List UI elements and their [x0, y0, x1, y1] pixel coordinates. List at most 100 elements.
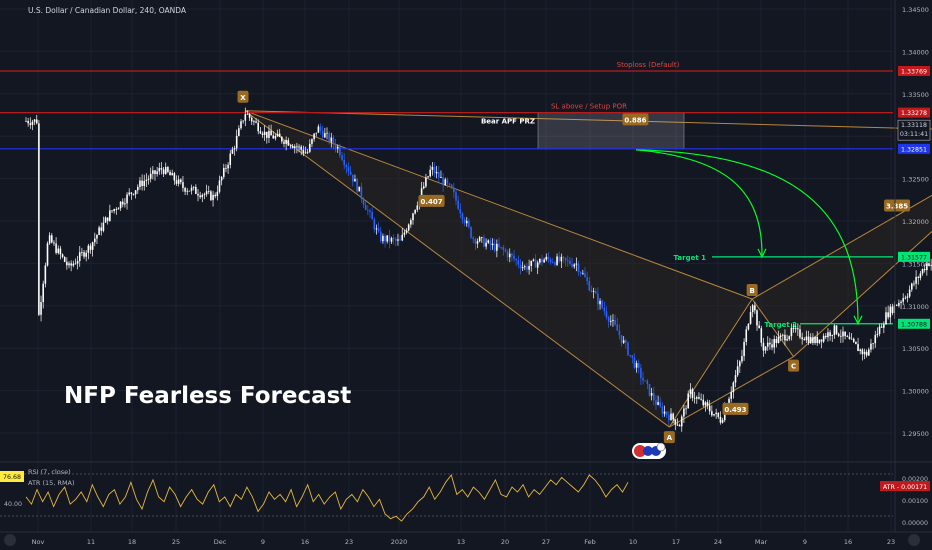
arrowhead-2 [853, 315, 863, 326]
candle-body [827, 332, 829, 338]
candle-body [134, 190, 137, 195]
candle-body [407, 224, 410, 231]
point-label-a-bg [663, 431, 675, 444]
candle-body [543, 259, 545, 263]
candle-body [773, 339, 775, 348]
candle-body [453, 188, 455, 193]
candle-body [504, 249, 507, 252]
candle-body [261, 133, 264, 135]
candle-body [807, 336, 810, 344]
candle-body [470, 226, 472, 238]
candle-body [362, 198, 365, 205]
candle-body [764, 346, 767, 351]
candle-body [371, 211, 373, 220]
candle-body [358, 186, 361, 192]
candle-body [190, 187, 193, 191]
candle-body [616, 324, 619, 331]
x-tick-label: Feb [584, 538, 596, 546]
time-axis[interactable]: Nov 11 18 25 Dec 9 16 23 2020 13 20 27 Feb 10 17 24 Mar 9… [32, 538, 895, 546]
candle-body [880, 326, 883, 328]
candle-body [788, 336, 791, 340]
candle-body [758, 325, 760, 329]
candle-body [719, 416, 722, 423]
candle-body [891, 306, 894, 314]
candle-body [833, 325, 836, 335]
candle-body [324, 133, 326, 138]
candle-body [769, 342, 771, 345]
candle-body [541, 258, 543, 263]
candle-body [511, 253, 513, 256]
candle-body [384, 235, 386, 242]
x-tick-label: Nov [32, 538, 45, 546]
watermark-title: NFP Fearless Forecast [64, 383, 351, 409]
candle-body [885, 312, 887, 325]
harmonic-pattern: Bear APF PRZ [244, 110, 932, 428]
candle-body [803, 339, 806, 341]
candle-body [500, 247, 502, 248]
prz-box [537, 112, 685, 150]
candle-body [762, 342, 765, 351]
candle-body [386, 235, 388, 242]
candle-body [790, 327, 793, 337]
candle-body [698, 397, 700, 399]
candle-body [238, 128, 240, 136]
candle-body [564, 257, 567, 261]
candle-body [775, 339, 778, 343]
candle-body [741, 356, 743, 362]
level-tag-text: 1.31577 [901, 254, 927, 261]
candle-body [298, 146, 300, 148]
x-tick-label: 13 [457, 538, 465, 546]
candle-body [900, 301, 902, 303]
candle-body [911, 283, 913, 290]
candle-body [749, 312, 752, 324]
candle-body [51, 235, 53, 243]
candle-body [560, 256, 563, 262]
candle-body [465, 220, 468, 224]
settings-badge[interactable] [4, 534, 16, 546]
candle-body [549, 259, 552, 263]
candle-body [599, 300, 601, 305]
candle-body [771, 344, 773, 348]
x-tick-label: 10 [629, 538, 637, 546]
candle-body [444, 179, 447, 186]
candle-body [782, 334, 784, 336]
candle-body [521, 267, 524, 269]
y-tick-label: 1.31000 [902, 303, 929, 311]
candle-body [317, 126, 320, 133]
candle-body [106, 217, 109, 221]
candle-body [545, 256, 548, 260]
candle-body [472, 237, 474, 240]
candle-body [46, 243, 49, 266]
candle-body [814, 337, 816, 343]
candle-body [326, 132, 328, 134]
x-tick-label: 2020 [391, 538, 408, 546]
candle-body [59, 248, 62, 255]
gear-icon[interactable] [908, 534, 920, 546]
candle-body [225, 167, 227, 169]
candle-body [794, 328, 797, 330]
candle-body [81, 252, 83, 253]
rsi-value: 76.68 [3, 474, 21, 481]
candle-body [586, 277, 588, 282]
ratio-label: 0.886 [624, 116, 646, 124]
price-levels: Stoploss (Default) SL above / Setup POR Ta… [0, 61, 893, 329]
pattern-bcd-fill [752, 195, 932, 357]
candle-body [98, 227, 100, 235]
y-tick-label: 1.31500 [902, 260, 929, 268]
diag-bd [751, 194, 932, 300]
candle-body [309, 143, 311, 152]
candle-body [898, 302, 900, 306]
x-tick-label: 25 [172, 538, 180, 546]
candle-body [519, 264, 522, 269]
candle-body [100, 227, 103, 231]
candle-body [446, 179, 449, 184]
point-label-c-bg [788, 359, 800, 372]
ratio-label: 0.407 [420, 198, 442, 206]
candle-body [751, 305, 754, 313]
candle-body [620, 335, 623, 343]
candle-body [154, 170, 156, 174]
candle-body [809, 337, 812, 344]
candle-body [601, 300, 603, 308]
